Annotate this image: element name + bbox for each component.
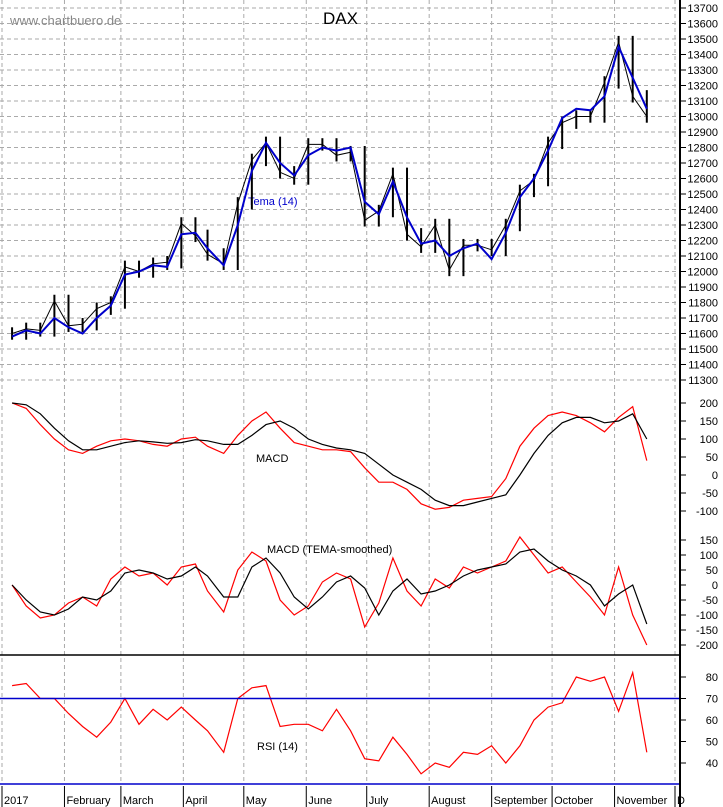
x-tick-label: May — [246, 795, 267, 807]
y-tick-label: -150 — [696, 625, 718, 637]
y-tick-label: 11400 — [688, 360, 718, 372]
y-tick-label: 150 — [700, 535, 718, 547]
tema-label: Tema (14) — [248, 196, 298, 208]
y-tick-label: 12600 — [687, 174, 718, 186]
y-tick-label: 13300 — [687, 65, 718, 77]
x-tick-label: August — [431, 795, 465, 807]
chart-title: DAX — [323, 9, 358, 28]
y-tick-label: 40 — [706, 758, 718, 770]
watermark: www.chartbuero.de — [9, 13, 121, 28]
y-tick-label: 13600 — [687, 19, 718, 31]
x-tick-label: D — [677, 795, 685, 807]
y-tick-label: 11300 — [688, 375, 718, 387]
y-tick-label: 13100 — [687, 96, 718, 108]
y-tick-label: 70 — [706, 694, 718, 706]
y-tick-label: 12800 — [687, 143, 718, 155]
y-tick-label: 50 — [706, 565, 718, 577]
x-tick-label: September — [494, 795, 548, 807]
y-tick-label: 12400 — [687, 205, 718, 217]
y-tick-label: -100 — [696, 506, 718, 518]
x-tick-label: July — [369, 795, 389, 807]
y-tick-label: 12900 — [687, 127, 718, 139]
panel2-signal-line — [11, 548, 648, 625]
y-tick-label: 13000 — [687, 112, 718, 124]
panel0-tema-line — [11, 43, 648, 338]
x-tick-label: June — [308, 795, 332, 807]
x-tick-label: October — [554, 795, 593, 807]
y-tick-label: 12100 — [687, 251, 718, 263]
y-tick-label: 60 — [706, 715, 718, 727]
y-tick-label: 12000 — [687, 267, 718, 279]
x-tick-label: March — [123, 795, 154, 807]
panel2-macd-line — [11, 535, 648, 646]
x-tick-label: April — [185, 795, 207, 807]
y-tick-label: 100 — [700, 434, 718, 446]
y-tick-label: 80 — [706, 672, 718, 684]
y-tick-label: 50 — [706, 737, 718, 749]
y-tick-label: 11700 — [688, 313, 718, 325]
y-tick-label: 12200 — [687, 236, 718, 248]
y-tick-label: 13200 — [687, 81, 718, 93]
y-tick-label: 50 — [706, 452, 718, 464]
x-tick-label: November — [617, 795, 668, 807]
marks — [11, 35, 648, 775]
macd-label: MACD — [256, 453, 288, 465]
panel1-signal-line — [12, 402, 648, 507]
grid — [0, 0, 680, 784]
y-tick-label: 0 — [712, 470, 718, 482]
y-tick-label: -200 — [696, 640, 718, 652]
y-tick-label: 13700 — [687, 3, 718, 15]
y-tick-label: 11500 — [688, 344, 718, 356]
y-tick-label: -100 — [696, 610, 718, 622]
y-tick-label: -50 — [702, 595, 718, 607]
y-tick-label: 12500 — [687, 189, 718, 201]
y-tick-label: 12700 — [687, 158, 718, 170]
x-tick-label: February — [66, 795, 111, 807]
y-tick-label: 100 — [700, 550, 718, 562]
rsi-label: RSI (14) — [257, 741, 298, 753]
x-tick-label: 2017 — [4, 795, 28, 807]
y-tick-label: 0 — [712, 580, 718, 592]
y-tick-label: 13500 — [687, 34, 718, 46]
y-tick-label: 13400 — [687, 50, 718, 62]
y-tick-label: 11600 — [688, 329, 718, 341]
y-tick-label: 12300 — [687, 220, 718, 232]
y-tick-label: -50 — [702, 488, 718, 500]
panel3-rsi-line — [12, 670, 648, 775]
y-tick-label: 200 — [700, 398, 718, 410]
panel1-macd-line — [11, 402, 648, 510]
y-tick-label: 11900 — [688, 282, 718, 294]
tema-macd-label: MACD (TEMA-smoothed) — [267, 544, 392, 556]
y-tick-label: 11800 — [688, 298, 718, 310]
y-tick-label: 150 — [700, 416, 718, 428]
